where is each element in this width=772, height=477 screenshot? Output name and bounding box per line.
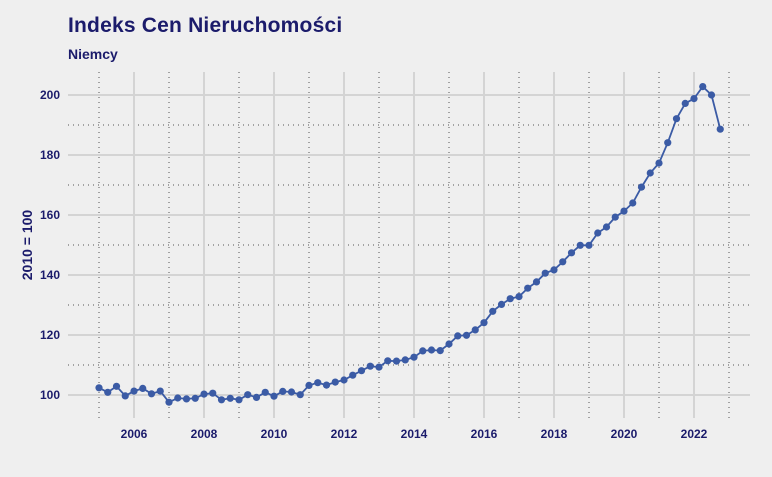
- x-tick-label: 2012: [331, 427, 358, 441]
- chart-title: Indeks Cen Nieruchomości: [68, 14, 343, 37]
- data-point: [305, 381, 313, 389]
- data-point: [95, 384, 103, 392]
- data-point: [174, 394, 182, 402]
- data-point: [699, 83, 707, 91]
- chart-subtitle: Niemcy: [68, 46, 118, 62]
- y-tick-label: 160: [40, 208, 60, 222]
- x-tick-label: 2016: [471, 427, 498, 441]
- x-tick-label: 2010: [261, 427, 288, 441]
- data-point: [244, 391, 252, 399]
- data-point: [690, 95, 698, 103]
- series-line: [98, 85, 722, 404]
- data-point: [672, 115, 681, 123]
- data-point: [471, 326, 479, 334]
- data-point: [541, 269, 549, 277]
- data-point: [331, 378, 339, 386]
- data-point: [401, 356, 409, 364]
- data-point: [637, 183, 646, 191]
- data-point: [646, 169, 654, 177]
- data-point: [602, 223, 611, 231]
- data-point: [489, 307, 497, 315]
- data-point: [445, 340, 453, 348]
- data-point: [279, 387, 287, 395]
- data-point: [217, 396, 226, 404]
- data-point: [497, 300, 506, 308]
- data-point: [585, 241, 593, 249]
- data-point: [410, 353, 418, 361]
- data-point: [532, 278, 541, 286]
- data-point: [147, 390, 156, 398]
- y-tick-label: 180: [40, 148, 60, 162]
- x-tick-label: 2006: [121, 427, 148, 441]
- data-point: [182, 395, 191, 403]
- x-axis-ticks: 2006 2008 2010 2012 2014 2016 2018 2020 2022: [121, 427, 708, 441]
- data-point: [357, 367, 366, 375]
- data-point: [165, 398, 173, 406]
- data-point: [480, 319, 488, 327]
- data-point: [261, 388, 269, 396]
- data-point: [576, 241, 584, 249]
- data-point: [462, 331, 471, 339]
- data-point: [550, 266, 558, 274]
- data-point: [594, 229, 602, 237]
- data-point: [200, 390, 208, 398]
- data-point: [209, 389, 217, 397]
- data-point: [419, 347, 427, 355]
- data-point: [270, 392, 278, 400]
- x-tick-label: 2014: [401, 427, 428, 441]
- data-point: [524, 284, 532, 292]
- data-point: [252, 393, 261, 401]
- y-axis-ticks: 100 120 140 160 180 200: [40, 88, 60, 402]
- data-point: [349, 371, 357, 379]
- data-series-niemcy: [95, 83, 724, 406]
- data-point: [130, 387, 138, 395]
- y-tick-label: 200: [40, 88, 60, 102]
- data-point: [340, 376, 348, 384]
- grid-lines: [68, 72, 750, 418]
- data-point: [392, 357, 401, 365]
- data-point: [629, 199, 637, 207]
- data-point: [112, 382, 121, 390]
- data-point: [287, 388, 296, 396]
- data-point: [296, 391, 304, 399]
- data-point: [559, 258, 567, 266]
- data-point: [716, 125, 724, 133]
- data-point: [384, 357, 392, 365]
- data-point: [506, 295, 514, 303]
- data-point: [314, 379, 322, 387]
- data-point: [611, 213, 619, 221]
- y-axis-label: 2010 = 100: [19, 210, 35, 281]
- data-point: [620, 207, 628, 215]
- x-tick-label: 2008: [191, 427, 218, 441]
- data-point: [655, 159, 663, 167]
- x-tick-label: 2020: [611, 427, 638, 441]
- data-point: [139, 384, 147, 392]
- data-point: [707, 91, 716, 99]
- data-point: [104, 388, 112, 396]
- data-point: [427, 346, 436, 354]
- data-point: [436, 347, 444, 355]
- y-tick-label: 120: [40, 328, 60, 342]
- x-tick-label: 2022: [681, 427, 708, 441]
- data-point: [515, 293, 523, 301]
- data-point: [681, 99, 689, 107]
- data-point: [322, 381, 331, 389]
- data-point: [664, 139, 672, 147]
- data-point: [226, 394, 234, 402]
- data-point: [567, 249, 576, 257]
- y-tick-label: 140: [40, 268, 60, 282]
- data-point: [366, 362, 374, 370]
- data-point: [156, 387, 164, 395]
- y-tick-label: 100: [40, 388, 60, 402]
- data-point: [191, 394, 199, 402]
- data-point: [121, 392, 129, 400]
- data-point: [235, 396, 243, 404]
- data-point: [375, 363, 383, 371]
- x-tick-label: 2018: [541, 427, 568, 441]
- data-point: [454, 332, 462, 340]
